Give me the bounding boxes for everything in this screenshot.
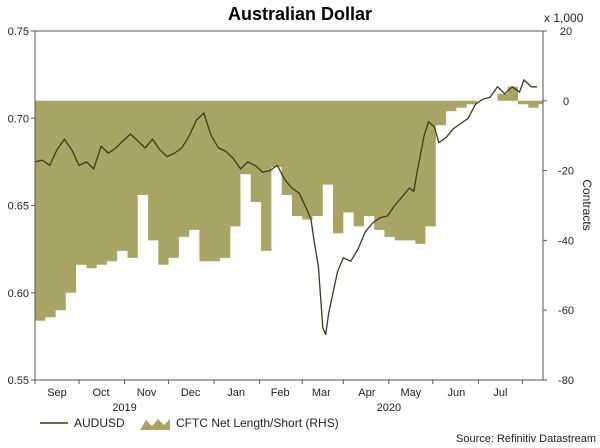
cftc-area [35,86,543,321]
x-tick-label-sep: Sep [47,387,67,399]
x-tick-label-jun: Jun [448,387,466,399]
cftc-area-layer [35,86,543,321]
right-tick-label: 20 [560,26,572,38]
source-note: Source: Refinitiv Datastream [456,433,596,445]
x-tick-label-mar: Mar [312,387,331,399]
x-year-label: 2020 [377,402,401,414]
x-tick-label-dec: Dec [181,387,201,399]
left-axis: 0.55 0.60 0.65 0.70 0.75 [8,26,35,387]
left-tick-label: 0.60 [8,288,29,300]
legend-label-cftc: CFTC Net Length/Short (RHS) [176,416,339,430]
x-year-label: 2019 [112,402,136,414]
right-tick-label: -80 [558,375,574,387]
right-tick-label: -60 [558,305,574,317]
audusd-line [34,79,538,336]
right-axis-label: Contracts [580,179,594,230]
x-tick-label-nov: Nov [137,387,157,399]
x-tick-label-may: May [400,387,421,399]
legend: AUDUSD CFTC Net Length/Short (RHS) [40,416,339,430]
legend-area-swatch [140,419,170,430]
left-tick-label: 0.65 [8,201,29,213]
x-axis: Sep Oct Nov Dec Jan Feb Mar Apr May Jun Jul 2019 202… [34,380,523,414]
audusd-line-layer [34,79,538,336]
right-tick-label: -20 [558,166,574,178]
left-tick-label: 0.70 [8,113,29,125]
x-tick-label-oct: Oct [93,387,110,399]
x-tick-label-feb: Feb [271,387,290,399]
right-axis: -80 -60 -40 -20 0 20 [543,26,574,387]
right-tick-label: -40 [558,235,574,247]
left-tick-label: 0.75 [8,26,29,38]
chart-title: Australian Dollar [228,4,372,24]
left-tick-label: 0.55 [8,375,29,387]
legend-label-audusd: AUDUSD [74,416,125,430]
right-axis-unit-note: x 1,000 [544,11,584,25]
x-tick-label-jul: Jul [493,387,507,399]
x-tick-label-apr: Apr [358,387,375,399]
right-tick-label: 0 [563,96,569,108]
x-tick-label-jan: Jan [227,387,245,399]
